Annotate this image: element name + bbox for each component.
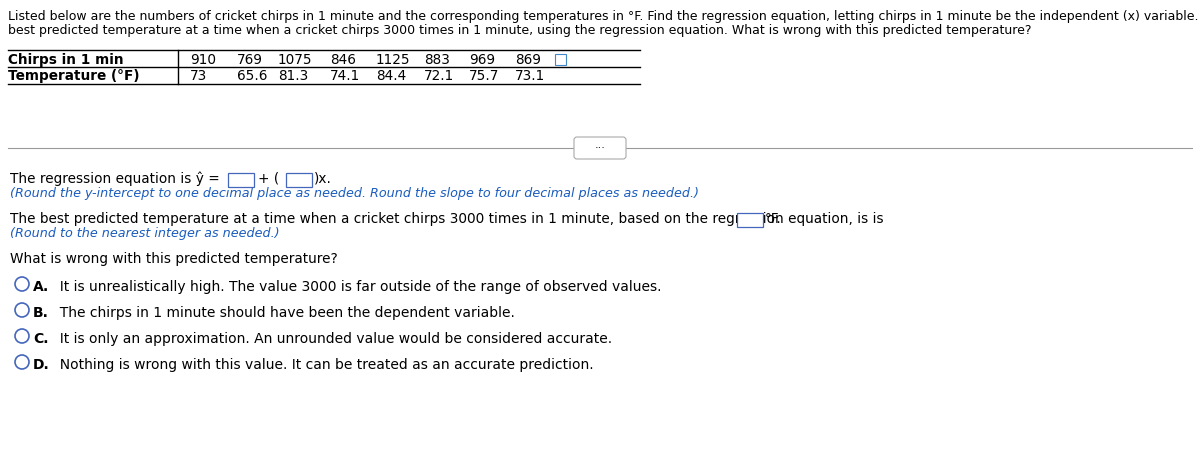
Text: 883: 883 xyxy=(424,53,450,67)
Text: )x.: )x. xyxy=(314,172,332,186)
Text: 869: 869 xyxy=(515,53,541,67)
Text: 72.1: 72.1 xyxy=(424,69,455,83)
Text: Chirps in 1 min: Chirps in 1 min xyxy=(8,53,124,67)
Text: 1125: 1125 xyxy=(376,53,410,67)
FancyBboxPatch shape xyxy=(574,137,626,159)
Text: 846: 846 xyxy=(330,53,356,67)
Text: Temperature (°F): Temperature (°F) xyxy=(8,69,139,83)
Text: 84.4: 84.4 xyxy=(376,69,407,83)
Text: The chirps in 1 minute should have been the dependent variable.: The chirps in 1 minute should have been … xyxy=(50,306,515,320)
FancyBboxPatch shape xyxy=(228,173,254,187)
Text: What is wrong with this predicted temperature?: What is wrong with this predicted temper… xyxy=(10,252,337,266)
Text: ···: ··· xyxy=(594,143,606,153)
Text: The best predicted temperature at a time when a cricket chirps 3000 times in 1 m: The best predicted temperature at a time… xyxy=(10,212,883,226)
Text: best predicted temperature at a time when a cricket chirps 3000 times in 1 minut: best predicted temperature at a time whe… xyxy=(8,24,1032,37)
Text: 1075: 1075 xyxy=(278,53,313,67)
Text: D.: D. xyxy=(34,358,49,372)
Text: 73.1: 73.1 xyxy=(515,69,545,83)
Text: C.: C. xyxy=(34,332,48,346)
Text: 81.3: 81.3 xyxy=(278,69,308,83)
Text: 73: 73 xyxy=(190,69,208,83)
Text: 74.1: 74.1 xyxy=(330,69,360,83)
Text: 65.6: 65.6 xyxy=(238,69,268,83)
Text: Listed below are the numbers of cricket chirps in 1 minute and the corresponding: Listed below are the numbers of cricket … xyxy=(8,10,1200,23)
Text: (Round the y-intercept to one decimal place as needed. Round the slope to four d: (Round the y-intercept to one decimal pl… xyxy=(10,187,698,200)
FancyBboxPatch shape xyxy=(286,173,312,187)
Text: + (: + ( xyxy=(258,172,280,186)
Text: 969: 969 xyxy=(469,53,496,67)
Text: A.: A. xyxy=(34,280,49,294)
Text: °F.: °F. xyxy=(766,212,781,226)
FancyBboxPatch shape xyxy=(554,54,566,65)
Text: 769: 769 xyxy=(238,53,263,67)
Text: 910: 910 xyxy=(190,53,216,67)
Text: The regression equation is ŷ =: The regression equation is ŷ = xyxy=(10,172,220,187)
Text: It is only an approximation. An unrounded value would be considered accurate.: It is only an approximation. An unrounde… xyxy=(50,332,612,346)
Text: Nothing is wrong with this value. It can be treated as an accurate prediction.: Nothing is wrong with this value. It can… xyxy=(50,358,594,372)
Text: (Round to the nearest integer as needed.): (Round to the nearest integer as needed.… xyxy=(10,227,280,240)
FancyBboxPatch shape xyxy=(737,213,763,227)
Text: It is unrealistically high. The value 3000 is far outside of the range of observ: It is unrealistically high. The value 30… xyxy=(50,280,661,294)
Text: 75.7: 75.7 xyxy=(469,69,499,83)
Text: B.: B. xyxy=(34,306,49,320)
